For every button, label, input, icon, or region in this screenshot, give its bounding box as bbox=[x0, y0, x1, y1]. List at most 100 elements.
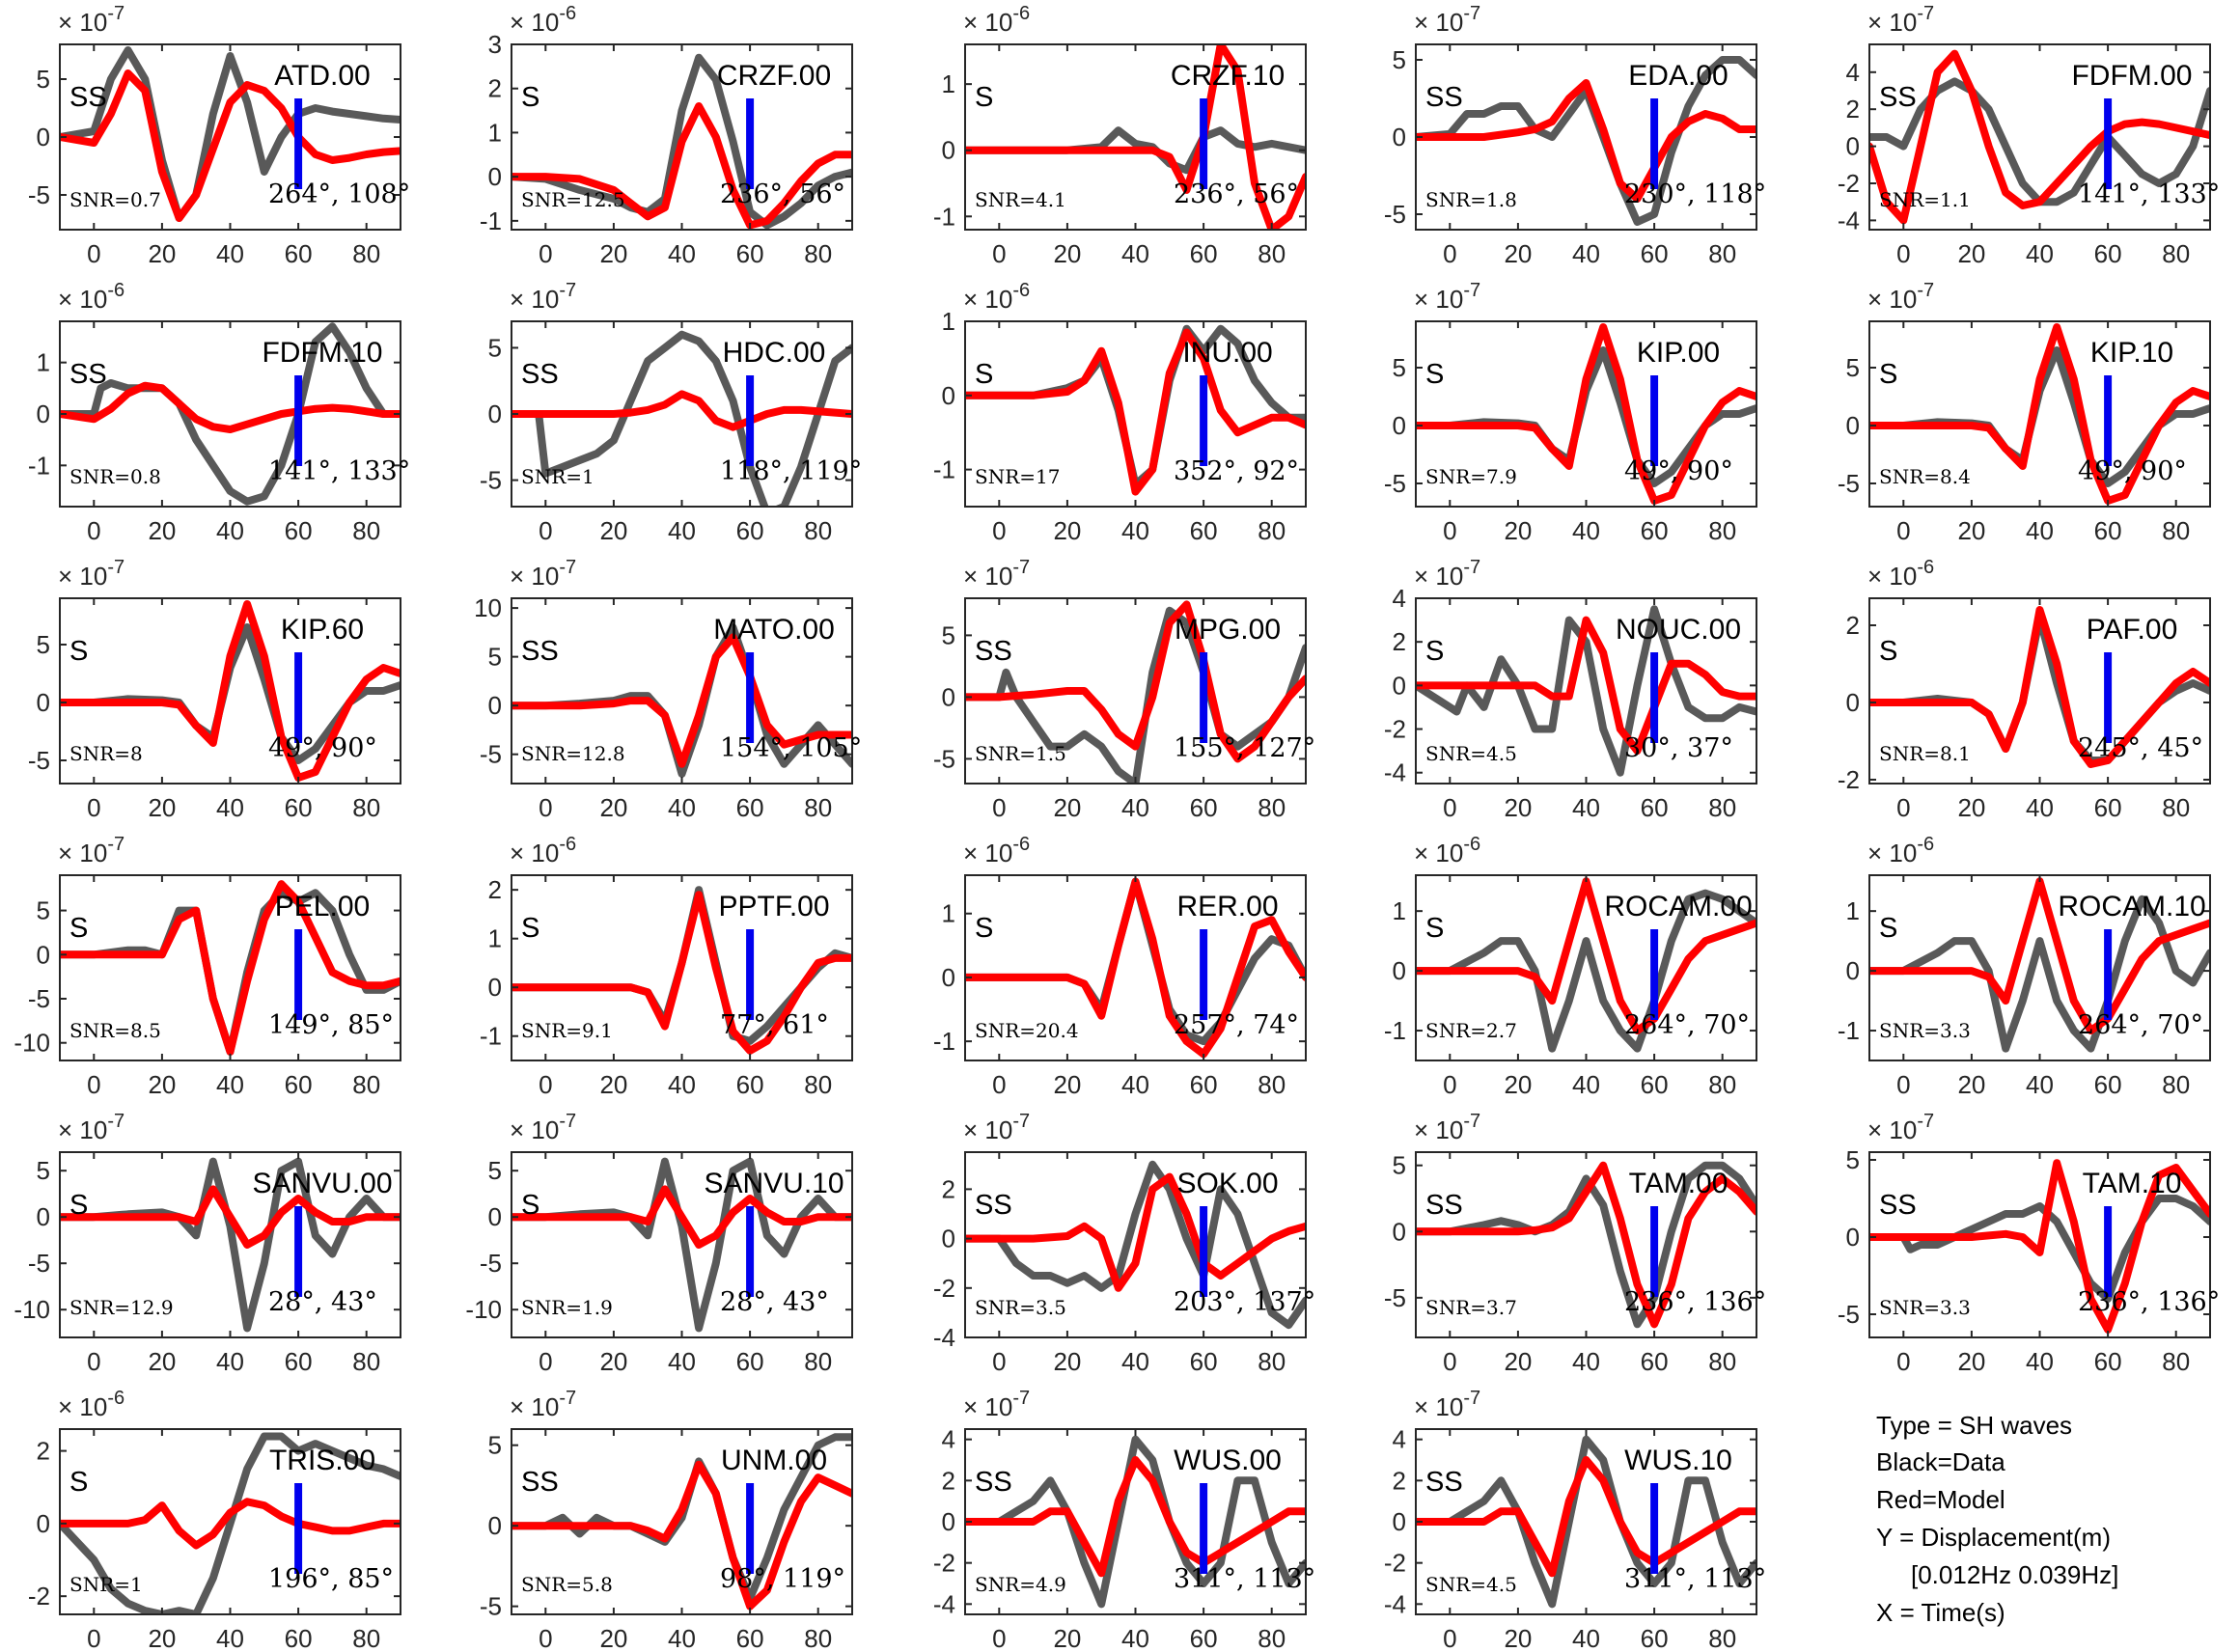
x-tick-label: 80 bbox=[352, 793, 380, 822]
y-tick-label: -5 bbox=[1384, 469, 1406, 498]
y-tick-label: 10 bbox=[474, 593, 502, 622]
station-label: PPTF.00 bbox=[718, 891, 829, 922]
x-tick-label: 80 bbox=[804, 793, 832, 822]
y-tick-label: -2 bbox=[1838, 169, 1860, 198]
station-label: KIP.10 bbox=[2090, 337, 2173, 369]
x-tick-label: 0 bbox=[87, 1624, 100, 1652]
x-tick-label: 40 bbox=[2026, 516, 2054, 545]
y-exponent-base: × 10 bbox=[510, 1115, 559, 1144]
station-label: CRZF.00 bbox=[717, 60, 831, 92]
snr-label: SNR=7.9 bbox=[1425, 465, 1517, 488]
y-exponent: × 10-7 bbox=[1414, 557, 1480, 591]
x-tick-label: 0 bbox=[539, 1070, 552, 1099]
y-tick-label: 1 bbox=[942, 899, 955, 928]
x-tick-label: 20 bbox=[599, 1347, 627, 1376]
panel-wus-00: 0 20 40 60 80 -4 -2 0 2 4 × 10-7 WUS.00 SS SNR=4.9 311… bbox=[933, 1388, 1315, 1652]
x-tick-label: 20 bbox=[1957, 516, 1985, 545]
data-trace bbox=[965, 1435, 1306, 1609]
x-tick-label: 60 bbox=[285, 1347, 313, 1376]
y-tick-label: -5 bbox=[1838, 469, 1860, 498]
y-tick-label: 0 bbox=[488, 691, 502, 720]
snr-label: SNR=1.9 bbox=[521, 1296, 613, 1319]
angle-label: 155°, 127° bbox=[1174, 733, 1315, 763]
y-tick-label: 1 bbox=[942, 307, 955, 336]
phase-label: S bbox=[521, 82, 539, 113]
y-tick-label: -4 bbox=[1384, 1589, 1406, 1618]
x-tick-label: 20 bbox=[148, 1070, 176, 1099]
x-tick-label: 40 bbox=[1572, 516, 1600, 545]
x-tick-label: 0 bbox=[1896, 1070, 1910, 1099]
x-tick-label: 60 bbox=[736, 793, 764, 822]
y-exponent: × 10-6 bbox=[1414, 834, 1480, 867]
x-tick-label: 60 bbox=[736, 516, 764, 545]
angle-label: 77°, 61° bbox=[720, 1010, 829, 1040]
x-tick-label: 0 bbox=[539, 1624, 552, 1652]
x-tick-label: 40 bbox=[668, 1347, 696, 1376]
x-tick-label: 60 bbox=[2094, 1347, 2122, 1376]
angle-label: 236°, 56° bbox=[720, 179, 845, 209]
angle-label: 311°, 113° bbox=[1624, 1564, 1766, 1594]
x-tick-label: 0 bbox=[1443, 516, 1456, 545]
y-exponent-power: -6 bbox=[559, 3, 576, 24]
y-exponent-power: -7 bbox=[1463, 3, 1480, 24]
x-tick-label: 20 bbox=[1053, 1624, 1081, 1652]
y-tick-label: 1 bbox=[488, 924, 502, 953]
y-tick-label: 5 bbox=[37, 1156, 50, 1185]
snr-label: SNR=1 bbox=[521, 465, 595, 488]
x-tick-label: 40 bbox=[1121, 1347, 1149, 1376]
station-label: MPG.00 bbox=[1175, 614, 1281, 646]
phase-label: SS bbox=[1425, 82, 1463, 113]
y-tick-label: 0 bbox=[488, 1511, 502, 1540]
model-trace bbox=[1416, 323, 1756, 505]
panel-tris-00: 0 20 40 60 80 -2 0 2 × 10-6 TRIS.00 S SNR=1 196°, 85… bbox=[28, 1388, 401, 1652]
model-trace bbox=[512, 390, 852, 431]
y-exponent: × 10-7 bbox=[1414, 1111, 1480, 1144]
panel-mato-00: 0 20 40 60 80 -5 0 5 10 × 10-7 MATO.00 SS SNR=12.8 15… bbox=[474, 557, 862, 822]
station-label: INU.00 bbox=[1182, 337, 1272, 369]
x-tick-label: 20 bbox=[1053, 516, 1081, 545]
x-tick-label: 60 bbox=[2094, 793, 2122, 822]
data-trace bbox=[512, 1157, 852, 1333]
y-tick-label: 5 bbox=[1393, 45, 1406, 74]
panel-mpg-00: 0 20 40 60 80 -5 0 5 × 10-7 MPG.00 SS SNR=1.5 155°, … bbox=[933, 557, 1315, 822]
x-tick-label: 40 bbox=[668, 239, 696, 268]
x-tick-label: 0 bbox=[1443, 1347, 1456, 1376]
panel-rer-00: 0 20 40 60 80 -1 0 1 × 10-6 RER.00 S SNR=20.4 257°, … bbox=[933, 834, 1307, 1099]
y-exponent: × 10-7 bbox=[58, 1111, 124, 1144]
y-tick-label: -4 bbox=[1838, 206, 1860, 234]
y-exponent-base: × 10 bbox=[510, 562, 559, 591]
angle-label: 49°, 90° bbox=[268, 733, 377, 763]
x-tick-label: 80 bbox=[1258, 516, 1286, 545]
angle-label: 28°, 43° bbox=[720, 1287, 829, 1317]
angle-label: 98°, 119° bbox=[720, 1564, 845, 1594]
model-trace bbox=[1869, 1159, 2210, 1334]
data-trace bbox=[512, 53, 852, 230]
y-exponent: × 10-6 bbox=[1867, 834, 1934, 867]
x-tick-label: 0 bbox=[1896, 516, 1910, 545]
x-tick-label: 0 bbox=[1443, 1070, 1456, 1099]
y-tick-label: -5 bbox=[1384, 1283, 1406, 1312]
x-tick-label: 60 bbox=[1641, 239, 1669, 268]
y-tick-label: 5 bbox=[37, 65, 50, 94]
model-trace bbox=[965, 328, 1306, 496]
data-trace bbox=[512, 330, 852, 507]
x-tick-label: 60 bbox=[736, 239, 764, 268]
phase-label: S bbox=[69, 636, 88, 667]
y-exponent: × 10-6 bbox=[963, 834, 1030, 867]
x-tick-label: 40 bbox=[668, 793, 696, 822]
x-tick-label: 80 bbox=[804, 1624, 832, 1652]
panel-tam-00: 0 20 40 60 80 -5 0 5 × 10-7 TAM.00 SS SNR=3.7 236°, … bbox=[1384, 1111, 1766, 1376]
y-exponent-base: × 10 bbox=[58, 1115, 107, 1144]
phase-label: SS bbox=[521, 1467, 559, 1498]
y-tick-label: -4 bbox=[933, 1323, 955, 1352]
y-exponent-power: -7 bbox=[107, 3, 124, 24]
y-exponent-power: -7 bbox=[1012, 1388, 1030, 1409]
y-tick-label: 1 bbox=[942, 69, 955, 98]
y-exponent-base: × 10 bbox=[963, 1392, 1012, 1421]
x-tick-label: 80 bbox=[1708, 1070, 1736, 1099]
y-tick-label: 2 bbox=[942, 1174, 955, 1203]
y-tick-label: -1 bbox=[933, 1027, 955, 1056]
y-tick-label: -2 bbox=[1838, 765, 1860, 794]
x-tick-label: 60 bbox=[1190, 516, 1218, 545]
